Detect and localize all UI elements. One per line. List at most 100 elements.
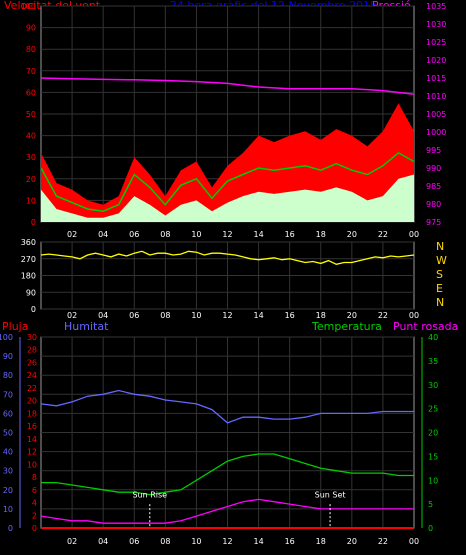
pressure-tick-label: 1000 (426, 128, 446, 137)
humidity-label-text: Humitat (64, 320, 109, 333)
wind-direction-tick-label: 270 (21, 255, 36, 264)
rain-tick-label: 10 (27, 460, 37, 469)
wind-direction-x-tick-label: 20 (347, 311, 357, 320)
climate-x-tick-label: 18 (316, 537, 326, 546)
climate-x-tick-label: 04 (98, 537, 108, 546)
wind-speed-x-tick-label: 14 (253, 230, 263, 239)
wind-speed-tick-label: 30 (26, 153, 36, 162)
temperature-tick-label: 5 (428, 500, 433, 509)
wind-speed-x-tick-label: 08 (160, 230, 170, 239)
temperature-tick-label: 25 (428, 405, 438, 414)
climate-x-tick-label: 14 (253, 537, 263, 546)
pressure-tick-label: 1005 (426, 110, 446, 119)
humidity-tick-label: 100 (0, 333, 13, 342)
pressure-line (40, 77, 415, 95)
wind-direction-x-tick-label: 02 (67, 311, 77, 320)
climate-x-tick-label: 12 (222, 537, 232, 546)
wind-speed-x-tick-label: 02 (67, 230, 77, 239)
direction-letter-w: W (436, 254, 447, 267)
wind-speed-x-tick-label: 12 (222, 230, 232, 239)
wind-speed-tick-label: 40 (26, 132, 36, 141)
rain-tick-label: 20 (27, 397, 37, 406)
climate-x-tick-label: 06 (129, 537, 139, 546)
rain-tick-label: 6 (32, 486, 37, 495)
climate-x-tick-label: 08 (160, 537, 170, 546)
dewpoint-label-text: Punt rosada (393, 320, 459, 333)
humidity-tick-label: 90 (3, 352, 13, 361)
wind-direction-x-tick-label: 18 (316, 311, 326, 320)
wind-direction-x-tick-label: 14 (253, 311, 263, 320)
temperature-label-text: Temperatura (312, 320, 382, 333)
pressure-tick-label: 985 (426, 182, 441, 191)
humidity-tick-label: 20 (3, 486, 13, 495)
humidity-tick-label: 50 (3, 429, 13, 438)
humidity-label: Humitat (64, 321, 108, 333)
sunset-label: Sun Set (315, 490, 346, 499)
wind-speed-tick-label: 70 (26, 67, 36, 76)
dewpoint-label: Punt rosada (393, 321, 458, 333)
wind-speed-x-tick-label: 00 (409, 230, 419, 239)
rain-tick-label: 4 (32, 499, 37, 508)
wind-direction-tick-label: 90 (26, 288, 36, 297)
humidity-line (40, 389, 414, 424)
direction-letter-s: S (436, 268, 443, 281)
pressure-tick-label: 980 (426, 200, 441, 209)
rain-tick-label: 22 (27, 384, 37, 393)
wind-speed-tick-label: 60 (26, 88, 36, 97)
wind-speed-x-tick-label: 10 (191, 230, 201, 239)
wind-average-line (40, 151, 415, 212)
climate-x-tick-label: 10 (191, 537, 201, 546)
pressure-tick-label: 990 (426, 164, 441, 173)
rain-label-text: Pluja (2, 320, 29, 333)
wind-low-area (41, 174, 414, 222)
wind-speed-tick-label: 80 (26, 45, 36, 54)
wind-direction-x-tick-label: 04 (98, 311, 108, 320)
rain-tick-label: 24 (27, 371, 37, 380)
wind-speed-x-tick-label: 06 (129, 230, 139, 239)
wind-direction-trace (40, 250, 415, 265)
wind-direction-x-tick-label: 00 (409, 311, 419, 320)
wind-speed-x-tick-label: 16 (285, 230, 295, 239)
pressure-tick-label: 1035 (426, 2, 446, 11)
temperature-tick-label: 10 (428, 476, 438, 485)
climate-x-tick-label: 20 (347, 537, 357, 546)
direction-letter-n-bottom: N (436, 296, 445, 309)
wind-speed-x-tick-label: 20 (347, 230, 357, 239)
pressure-tick-label: 1010 (426, 92, 446, 101)
wind-speed-tick-label: 10 (26, 196, 36, 205)
humidity-tick-label: 70 (3, 390, 13, 399)
temperature-tick-label: 0 (428, 524, 433, 533)
rain-tick-label: 16 (27, 422, 37, 431)
sunrise-label: Sun Rise (132, 490, 167, 499)
wind-speed-x-tick-label: 22 (378, 230, 388, 239)
wind-speed-tick-label: 100 (21, 2, 36, 11)
pressure-tick-label: 1015 (426, 74, 446, 83)
rain-tick-label: 28 (27, 346, 37, 355)
wind-direction-tick-label: 0 (31, 305, 36, 314)
humidity-tick-label: 0 (8, 524, 13, 533)
wind-speed-x-tick-label: 04 (98, 230, 108, 239)
climate-x-tick-label: 00 (409, 537, 419, 546)
wind-speed-tick-label: 20 (26, 175, 36, 184)
wind-direction-x-tick-label: 08 (160, 311, 170, 320)
humidity-tick-label: 80 (3, 371, 13, 380)
rain-tick-label: 26 (27, 358, 37, 367)
direction-letter-e: E (436, 282, 443, 295)
temperature-tick-label: 40 (428, 333, 438, 342)
rain-tick-label: 0 (32, 524, 37, 533)
pressure-tick-label: 1025 (426, 38, 446, 47)
rain-tick-label: 12 (27, 448, 37, 457)
pressure-tick-label: 1030 (426, 20, 446, 29)
wind-direction-x-tick-label: 16 (285, 311, 295, 320)
temperature-tick-label: 30 (428, 381, 438, 390)
temperature-tick-label: 35 (428, 357, 438, 366)
humidity-tick-label: 10 (3, 505, 13, 514)
wind-direction-x-tick-label: 22 (378, 311, 388, 320)
wind-direction-x-tick-label: 12 (222, 311, 232, 320)
wind-direction-tick-label: 180 (21, 272, 36, 281)
direction-letter-n-top: N (436, 240, 445, 253)
temperature-line (41, 453, 414, 496)
wind-direction-tick-label: 360 (21, 238, 36, 247)
